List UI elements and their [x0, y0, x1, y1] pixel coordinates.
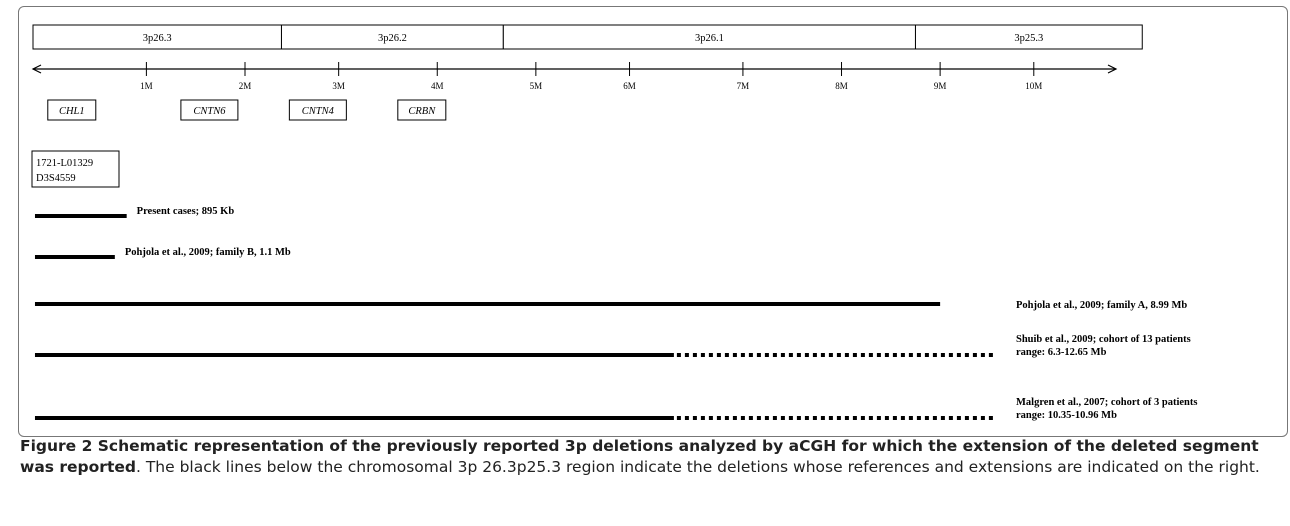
gene-boxes: CHL1 CNTN6 CNTN4 CRBN — [47, 99, 447, 121]
band-label: 3p26.1 — [695, 33, 724, 44]
band-label: 3p26.2 — [378, 33, 407, 44]
gene-box-cntn4 — [288, 99, 347, 121]
caption-text: . The black lines below the chromosomal … — [135, 458, 1260, 476]
deletion-lines: Present cases; 895 Kb Pohjola et al., 200… — [34, 206, 1197, 421]
marker-1: 1721-L01329 — [36, 158, 93, 169]
gene-box-cntn6 — [180, 99, 239, 121]
gene-label: CNTN4 — [302, 106, 335, 117]
gene-box-chl1 — [47, 99, 97, 121]
figure-panel: 3p26.3 3p26.2 3p26.1 3p25.3 1M 2M 3M 4M 5M 6M 7M 8… — [18, 6, 1288, 437]
axis-right-arrow — [1107, 64, 1118, 74]
deletion-label: Malgren et al., 2007; cohort of 3 patien… — [1016, 397, 1197, 408]
deletion-label: Pohjola et al., 2009; family A, 8.99 Mb — [1016, 300, 1187, 311]
caption-title: Figure 2 Schematic representation of the… — [20, 437, 1259, 476]
position-axis: 1M 2M 3M 4M 5M 6M 7M 8M 9M 10M — [31, 62, 1118, 91]
marker-2: D3S4559 — [36, 173, 76, 184]
deletion-map-diagram: 3p26.3 3p26.2 3p26.1 3p25.3 1M 2M 3M 4M 5M 6M 7M 8… — [31, 24, 1197, 421]
marker-box-frame — [31, 150, 120, 188]
axis-tick-label: 2M — [239, 81, 252, 91]
band-3p26.1 — [502, 24, 916, 50]
gene-label: CRBN — [408, 106, 436, 117]
axis-tick-label: 6M — [623, 81, 636, 91]
axis-tick-label: 10M — [1025, 81, 1042, 91]
figure-caption: Figure 2 Schematic representation of the… — [20, 436, 1275, 478]
deletion-label: Present cases; 895 Kb — [137, 206, 235, 217]
gene-box-crbn — [397, 99, 447, 121]
deletion-label: Pohjola et al., 2009; family B, 1.1 Mb — [125, 247, 291, 258]
gene-label: CHL1 — [59, 106, 85, 117]
axis-tick-label: 1M — [140, 81, 153, 91]
band-label: 3p25.3 — [1014, 33, 1043, 44]
band-3p26.2 — [280, 24, 504, 50]
marker-box: 1721-L01329 D3S4559 — [31, 150, 120, 188]
axis-tick-label: 8M — [835, 81, 848, 91]
axis-left-arrow — [31, 64, 42, 74]
band-3p25.3 — [914, 24, 1143, 50]
axis-tick-label: 9M — [934, 81, 947, 91]
deletion-label: Shuib et al., 2009; cohort of 13 patient… — [1016, 334, 1191, 345]
deletion-label: range: 10.35-10.96 Mb — [1016, 410, 1117, 421]
axis-tick-label: 5M — [530, 81, 543, 91]
chromosome-bands: 3p26.3 3p26.2 3p26.1 3p25.3 — [32, 24, 1143, 50]
axis-tick-label: 7M — [737, 81, 750, 91]
gene-label: CNTN6 — [193, 106, 226, 117]
axis-tick-label: 4M — [431, 81, 444, 91]
deletion-label: range: 6.3-12.65 Mb — [1016, 347, 1107, 358]
axis-tick-label: 3M — [332, 81, 345, 91]
band-label: 3p26.3 — [143, 33, 172, 44]
band-3p26.3 — [32, 24, 282, 50]
